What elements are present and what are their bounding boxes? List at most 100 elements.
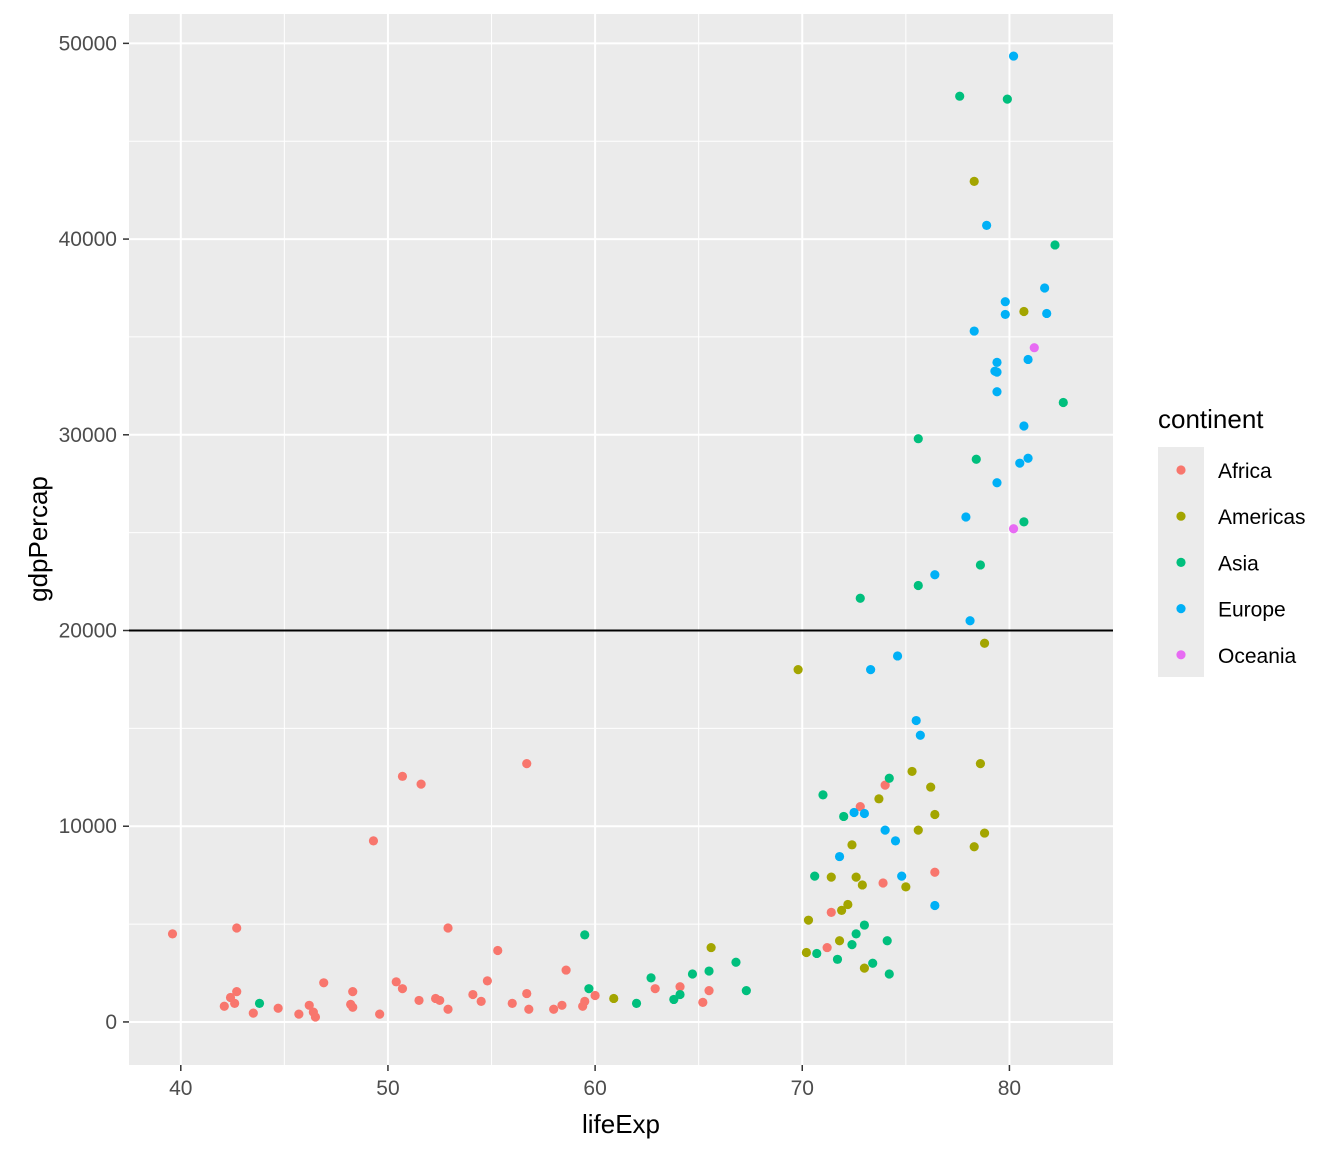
point-asia bbox=[832, 954, 843, 964]
point-asia bbox=[741, 986, 751, 996]
point-europe bbox=[965, 616, 975, 626]
point-americas bbox=[1019, 306, 1029, 317]
legend-label-africa: Africa bbox=[1218, 460, 1272, 483]
point-asia bbox=[839, 811, 849, 822]
legend-key-africa bbox=[1176, 465, 1186, 475]
point-africa bbox=[348, 987, 358, 997]
minor-gridlines bbox=[129, 14, 1113, 1065]
point-africa bbox=[698, 997, 708, 1007]
legend-key-asia bbox=[1176, 557, 1186, 568]
point-europe bbox=[880, 825, 890, 835]
point-asia bbox=[855, 593, 865, 603]
point-africa bbox=[549, 1004, 559, 1014]
y-tick-label: 40000 bbox=[59, 228, 117, 251]
point-europe bbox=[1019, 421, 1029, 431]
point-africa bbox=[443, 1004, 453, 1014]
point-africa bbox=[522, 758, 532, 769]
point-oceania bbox=[1008, 524, 1019, 534]
point-africa bbox=[232, 987, 242, 997]
point-americas bbox=[969, 842, 979, 852]
point-americas bbox=[793, 665, 803, 675]
point-europe bbox=[992, 367, 1002, 377]
point-europe bbox=[1000, 309, 1010, 320]
point-africa bbox=[416, 779, 426, 789]
point-africa bbox=[704, 986, 714, 996]
point-europe bbox=[890, 836, 901, 846]
point-asia bbox=[913, 580, 923, 591]
point-africa bbox=[880, 780, 890, 790]
point-africa bbox=[435, 995, 445, 1006]
point-oceania bbox=[1029, 343, 1039, 353]
point-asia bbox=[868, 958, 878, 968]
point-europe bbox=[1042, 308, 1052, 319]
point-asia bbox=[818, 790, 828, 800]
point-asia bbox=[859, 920, 870, 930]
point-africa bbox=[507, 998, 517, 1008]
point-asia bbox=[884, 773, 894, 783]
point-asia bbox=[631, 998, 642, 1008]
point-americas bbox=[826, 872, 836, 882]
point-africa bbox=[482, 976, 492, 986]
point-africa bbox=[219, 1001, 229, 1011]
point-asia bbox=[955, 91, 965, 101]
point-americas bbox=[975, 758, 986, 769]
point-europe bbox=[866, 665, 876, 675]
legend-label-oceania: Oceania bbox=[1218, 645, 1297, 668]
point-americas bbox=[930, 809, 940, 820]
point-americas bbox=[851, 872, 861, 882]
point-americas bbox=[803, 915, 814, 925]
point-africa bbox=[468, 989, 478, 1000]
point-europe bbox=[1023, 354, 1033, 365]
point-americas bbox=[843, 899, 853, 910]
point-europe bbox=[892, 651, 903, 661]
data-points bbox=[167, 51, 1068, 1022]
point-europe bbox=[930, 570, 940, 580]
point-africa bbox=[561, 965, 571, 975]
point-americas bbox=[609, 993, 619, 1004]
legend-label-americas: Americas bbox=[1218, 506, 1306, 529]
y-tick-label: 50000 bbox=[59, 32, 117, 55]
point-americas bbox=[913, 825, 923, 835]
point-africa bbox=[822, 942, 832, 953]
legend-label-asia: Asia bbox=[1218, 552, 1259, 575]
point-africa bbox=[397, 771, 408, 781]
y-axis-title: gdpPercap bbox=[23, 476, 53, 602]
point-asia bbox=[810, 871, 820, 881]
point-asia bbox=[687, 969, 698, 979]
point-europe bbox=[911, 715, 921, 726]
point-africa bbox=[232, 923, 242, 933]
y-tick-label: 20000 bbox=[59, 620, 117, 643]
plot-panel bbox=[129, 14, 1113, 1065]
point-asia bbox=[1019, 517, 1029, 527]
point-africa bbox=[557, 1000, 567, 1010]
point-asia bbox=[1002, 94, 1012, 104]
point-asia bbox=[882, 936, 892, 946]
point-asia bbox=[646, 973, 656, 983]
point-europe bbox=[915, 730, 925, 740]
point-africa bbox=[294, 1009, 304, 1019]
point-africa bbox=[397, 984, 408, 994]
point-europe bbox=[1023, 453, 1033, 463]
point-africa bbox=[167, 929, 178, 939]
point-americas bbox=[857, 880, 867, 890]
point-africa bbox=[414, 995, 424, 1006]
point-americas bbox=[969, 176, 979, 186]
point-africa bbox=[391, 977, 401, 987]
point-africa bbox=[375, 1009, 385, 1019]
point-europe bbox=[961, 512, 971, 522]
point-asia bbox=[913, 434, 923, 444]
point-africa bbox=[493, 945, 503, 956]
point-europe bbox=[992, 478, 1002, 488]
point-asia bbox=[851, 929, 861, 939]
point-americas bbox=[834, 936, 845, 946]
x-tick-label: 80 bbox=[998, 1077, 1021, 1100]
point-europe bbox=[982, 220, 992, 230]
legend-title: continent bbox=[1158, 404, 1264, 434]
point-africa bbox=[248, 1008, 258, 1018]
point-europe bbox=[969, 326, 979, 336]
point-africa bbox=[675, 982, 685, 992]
point-americas bbox=[801, 947, 812, 958]
point-africa bbox=[878, 878, 888, 888]
point-europe bbox=[859, 808, 870, 819]
